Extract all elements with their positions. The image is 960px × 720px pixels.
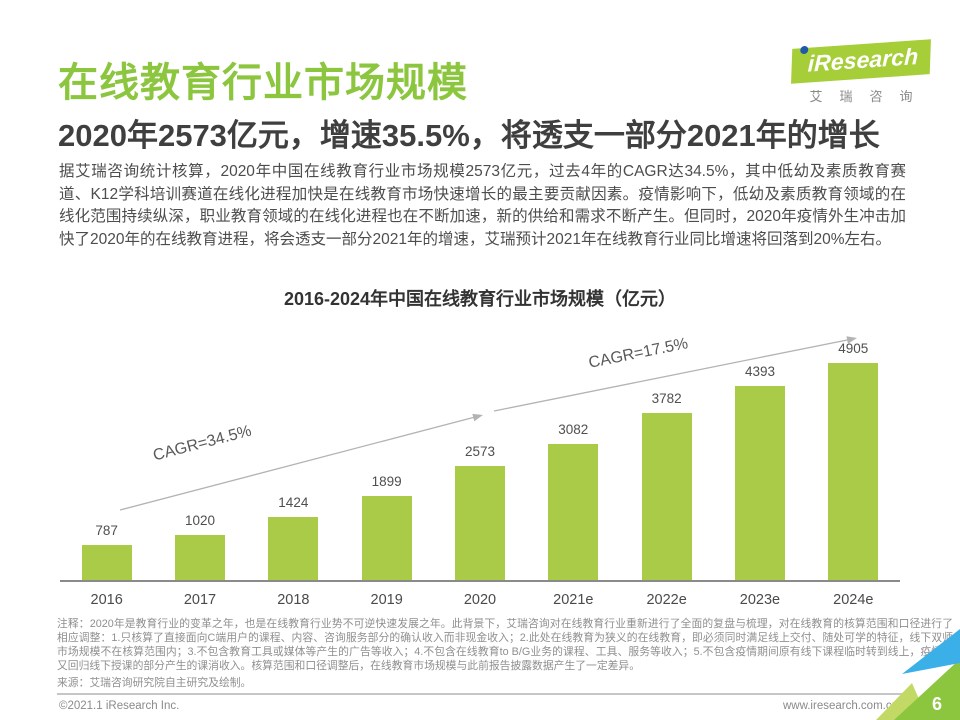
bar: [268, 517, 319, 580]
bar: [361, 496, 412, 580]
x-axis-labels: 2016 2017 2018 2019 2020 2021e 2022e 2023e 2024e: [60, 592, 900, 608]
source-line: 来源：艾瑞咨询研究院自主研究及绘制。: [57, 677, 252, 689]
footnote-text: 注释：2020年是教育行业的变革之年，也是在线教育行业势不可逆快速发展之年。此背…: [57, 618, 953, 672]
footer-copyright: ©2021.1 iResearch Inc.: [59, 700, 180, 712]
bar-value-label: 1899: [371, 474, 402, 489]
logo-wordmark: iResearch: [807, 43, 919, 77]
footer-website: www.iresearch.com.cn: [782, 700, 898, 712]
corner-triangle-green: [894, 659, 960, 720]
page-title: 在线教育行业市场规模: [58, 61, 468, 105]
x-axis-tick-label: 2020: [463, 592, 497, 608]
chart-column: 787: [60, 322, 153, 580]
chart-column: 3082: [527, 322, 620, 580]
plot-area: 787 1020 1424 1899 2573 3082 3782 4393 4905: [60, 322, 900, 582]
bar-chart: CAGR=34.5% CAGR=17.5% 787 1020 1424 1899 257…: [60, 322, 900, 612]
bar: [641, 413, 692, 580]
bar-value-label: 2573: [464, 444, 495, 459]
bar-value-label: 1424: [278, 495, 309, 510]
x-axis-tick-label: 2019: [370, 592, 403, 608]
page-number: 6: [932, 694, 942, 714]
bar: [454, 466, 505, 580]
chart-column: 2573: [433, 322, 526, 580]
logo-chinese-name: 艾瑞咨询: [809, 89, 930, 104]
x-axis-tick-label: 2016: [90, 592, 123, 608]
chart-column: 3782: [620, 322, 713, 580]
footer-divider: [57, 693, 905, 695]
bar-value-label: 3082: [558, 422, 589, 437]
bar-value-label: 787: [95, 523, 118, 538]
bar: [174, 535, 225, 580]
bar-value-label: 3782: [651, 391, 682, 406]
chart-column: 4393: [713, 322, 806, 580]
x-axis-tick-label: 2018: [277, 592, 310, 608]
bar-value-label: 1020: [184, 513, 216, 528]
x-axis-tick-label: 2024e: [833, 592, 874, 608]
iresearch-logo: iResearch 艾瑞咨询: [791, 39, 931, 105]
bar: [81, 545, 132, 580]
x-axis-tick-label: 2023e: [739, 592, 781, 608]
x-axis-tick-label: 2022e: [646, 592, 687, 608]
bar-value-label: 4905: [838, 341, 869, 356]
corner-triangle-cyan: [902, 629, 960, 674]
corner-decoration: 6: [876, 629, 960, 720]
bar: [828, 363, 879, 580]
headline: 2020年2573亿元，增速35.5%，将透支一部分2021年的增长: [58, 118, 880, 153]
logo-parallelogram: iResearch: [791, 39, 931, 84]
chart-title: 2016-2024年中国在线教育行业市场规模（亿元）: [283, 289, 677, 309]
bar: [548, 444, 599, 580]
x-axis-tick-label: 2017: [183, 592, 217, 608]
chart-column: 4905: [807, 322, 900, 580]
bar: [734, 386, 785, 580]
bar-value-label: 4393: [744, 364, 775, 379]
body-paragraph: 据艾瑞咨询统计核算，2020年中国在线教育行业市场规模2573亿元，过去4年的C…: [59, 163, 906, 248]
chart-column: 1424: [247, 322, 340, 580]
chart-column: 1899: [340, 322, 433, 580]
chart-column: 1020: [153, 322, 246, 580]
x-axis-tick-label: 2021e: [553, 592, 594, 608]
